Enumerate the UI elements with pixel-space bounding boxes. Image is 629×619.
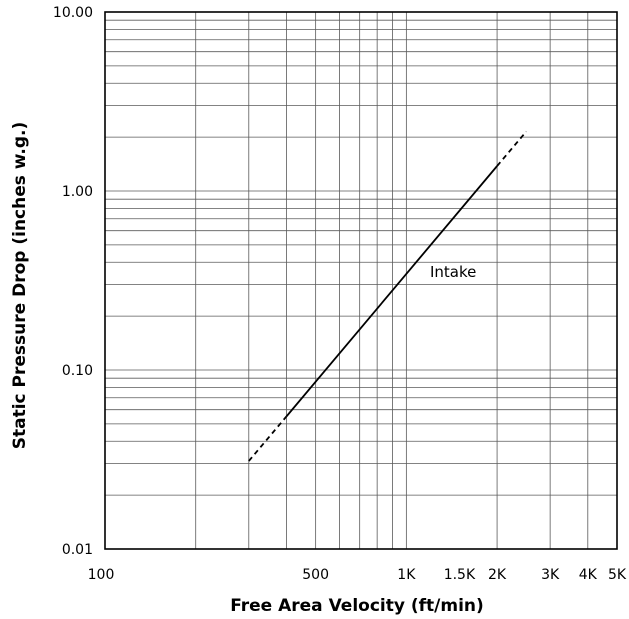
y-tick-labels: 0.01 0.10 1.00 10.00: [53, 5, 93, 558]
y-tick-label: 10.00: [53, 5, 93, 21]
x-tick-label: 5K: [608, 567, 627, 583]
x-tick-label: 3K: [541, 567, 560, 583]
series-label-intake: Intake: [430, 263, 476, 281]
x-tick-label: 2K: [488, 567, 507, 583]
series-layer: Intake: [248, 130, 527, 462]
x-tick-labels: 100 500 1K 1.5K 2K 3K 4K 5K: [88, 567, 627, 583]
y-tick-label: 0.01: [62, 542, 93, 558]
grid-lines: [105, 12, 617, 549]
intake-line-dashed-segment: [248, 415, 288, 462]
y-tick-label: 1.00: [62, 184, 93, 200]
plot-frame: [104, 11, 618, 550]
intake-line-solid-segment: [285, 165, 498, 418]
y-axis-title: Static Pressure Drop (inches w.g.): [10, 122, 30, 450]
x-axis-title: Free Area Velocity (ft/min): [230, 596, 484, 616]
x-tick-label: 100: [88, 567, 115, 583]
intake-line-dashed-segment: [496, 130, 527, 167]
x-tick-label: 500: [302, 567, 329, 583]
x-tick-label: 1K: [397, 567, 416, 583]
x-tick-label: 4K: [579, 567, 598, 583]
x-tick-label: 1.5K: [444, 567, 476, 583]
y-tick-label: 0.10: [62, 363, 93, 379]
